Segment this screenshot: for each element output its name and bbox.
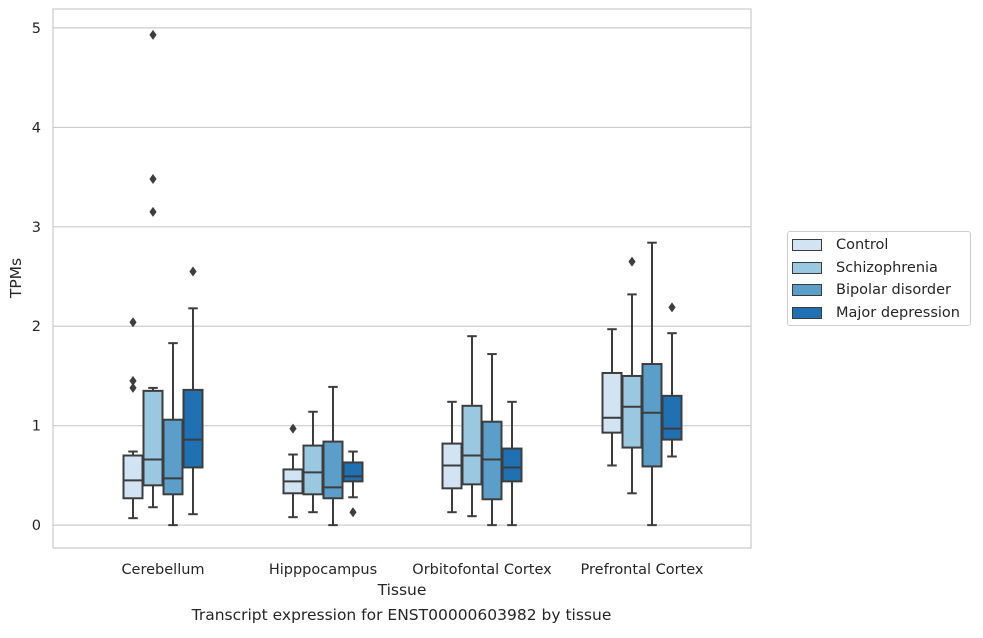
y-tick-label: 0: [32, 518, 41, 534]
iqr-box: [501, 447, 523, 483]
outlier-point: [129, 382, 137, 393]
box-bipolar-disorder: [162, 342, 184, 527]
legend-item: Major depression: [792, 303, 960, 323]
iqr-box: [122, 454, 144, 500]
y-tick-label: 3: [32, 220, 41, 236]
iqr-box: [182, 388, 204, 469]
box-bipolar-disorder: [481, 353, 503, 527]
plot-frame: [52, 8, 752, 549]
x-axis-label: Tissue: [377, 581, 427, 599]
iqr-box: [621, 374, 643, 449]
box-control: [282, 423, 304, 519]
legend-swatch: [792, 239, 822, 251]
iqr-box: [661, 394, 683, 441]
x-tick-label: Cerebellum: [121, 562, 204, 578]
outlier-point: [289, 423, 297, 434]
box-control: [441, 400, 463, 514]
iqr-box: [342, 461, 364, 483]
outlier-point: [668, 302, 676, 313]
iqr-box: [461, 404, 483, 486]
box-major-depression: [342, 450, 364, 518]
legend: Control Schizophrenia Bipolar disorder Majo…: [787, 231, 971, 326]
legend-label: Major depression: [836, 304, 960, 321]
outlier-point: [349, 507, 357, 518]
box-schizophrenia: [142, 29, 164, 509]
outlier-point: [129, 317, 137, 328]
y-tick-label: 1: [32, 419, 41, 435]
y-tick-label: 5: [32, 21, 41, 37]
outlier-point: [628, 256, 636, 267]
iqr-box: [142, 389, 164, 487]
x-tick-label: Prefrontal Cortex: [581, 562, 704, 578]
legend-swatch: [792, 261, 822, 274]
iqr-box: [641, 363, 663, 468]
outlier-point: [129, 375, 137, 386]
iqr-box: [322, 440, 344, 500]
box-major-depression: [182, 266, 204, 516]
iqr-box: [302, 444, 324, 496]
y-axis-label: TPMs: [7, 258, 25, 299]
legend-swatch: [792, 306, 822, 319]
outlier-point: [149, 206, 157, 217]
legend-item: Bipolar disorder: [792, 280, 951, 300]
x-tick-label: Hipppocampus: [269, 562, 377, 578]
iqr-box: [162, 418, 184, 496]
outlier-point: [149, 174, 157, 185]
box-bipolar-disorder: [641, 241, 663, 527]
outlier-point: [189, 266, 197, 277]
legend-label: Bipolar disorder: [836, 282, 951, 298]
legend-item: Schizophrenia: [792, 258, 938, 278]
box-major-depression: [661, 302, 683, 458]
legend-item: Control: [792, 235, 888, 255]
box-schizophrenia: [461, 335, 483, 518]
chart-caption: Transcript expression for ENST0000060398…: [191, 606, 612, 624]
x-tick-label: Orbitofontal Cortex: [412, 562, 552, 578]
legend-label: Control: [836, 237, 889, 253]
box-control: [122, 317, 144, 520]
box-schizophrenia: [302, 410, 324, 514]
outlier-point: [149, 29, 157, 40]
y-tick-label: 2: [32, 319, 41, 335]
box-bipolar-disorder: [322, 385, 344, 527]
iqr-box: [601, 371, 623, 434]
box-schizophrenia: [621, 256, 643, 495]
box-control: [601, 328, 623, 467]
y-tick-label: 4: [32, 120, 41, 136]
box-major-depression: [501, 400, 523, 527]
legend-label: Schizophrenia: [836, 259, 938, 276]
legend-swatch: [792, 284, 822, 296]
